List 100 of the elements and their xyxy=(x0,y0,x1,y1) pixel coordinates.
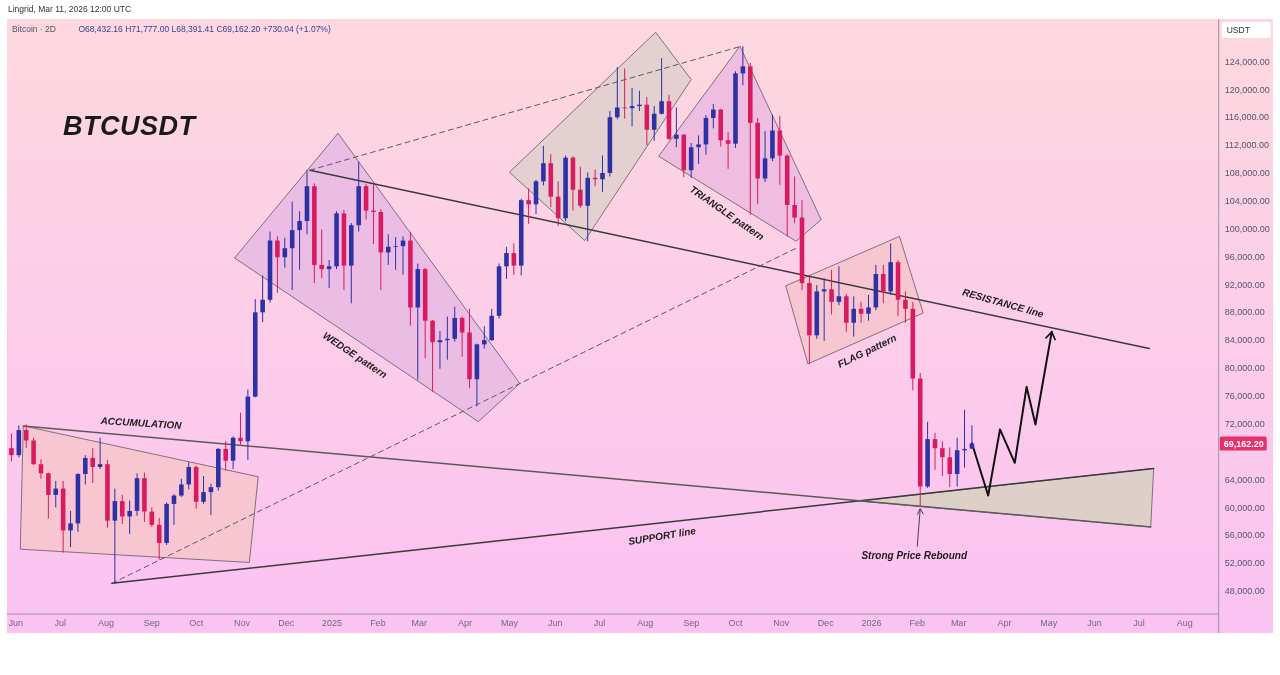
y-tick-label: 48,000.00 xyxy=(1224,586,1265,597)
candlestick xyxy=(31,437,36,466)
y-tick-label: 100,000.00 xyxy=(1224,223,1270,234)
candlestick xyxy=(851,295,856,338)
x-tick-label: Apr xyxy=(458,618,473,629)
candlestick xyxy=(452,306,458,343)
candlestick xyxy=(23,423,29,449)
candlestick xyxy=(179,478,184,498)
y-tick-label: 84,000.00 xyxy=(1224,335,1265,346)
y-tick-label: 60,000.00 xyxy=(1224,502,1265,513)
y-tick-label: 52,000.00 xyxy=(1224,558,1265,569)
candlestick xyxy=(792,175,797,224)
candlestick xyxy=(836,265,842,306)
candlestick xyxy=(482,325,487,350)
candlestick xyxy=(238,412,243,446)
candlestick xyxy=(578,166,583,209)
candlestick xyxy=(223,440,228,471)
candlestick xyxy=(46,472,51,520)
candlestick xyxy=(275,235,280,294)
x-tick-label: Aug xyxy=(637,618,654,629)
y-tick-label: 116,000.00 xyxy=(1224,112,1270,123)
annotation: SUPPORT line xyxy=(627,524,697,548)
candlestick xyxy=(511,242,517,276)
y-tick-label: 120,000.00 xyxy=(1224,84,1270,95)
candlestick xyxy=(430,319,435,393)
candlestick xyxy=(659,57,664,115)
y-tick-label: 80,000.00 xyxy=(1224,363,1265,374)
y-tick-label: 56,000.00 xyxy=(1224,530,1265,541)
candlestick xyxy=(725,131,731,170)
candlestick xyxy=(260,274,265,323)
y-tick-label: 64,000.00 xyxy=(1224,474,1265,485)
x-tick-label: Mar xyxy=(411,618,428,629)
candlestick xyxy=(940,440,945,477)
y-tick-label: 88,000.00 xyxy=(1224,307,1265,318)
x-tick-label: Jul xyxy=(593,618,606,629)
candlestick xyxy=(504,246,509,280)
candlestick xyxy=(762,130,768,183)
candlestick xyxy=(297,210,302,271)
candlestick xyxy=(53,480,59,508)
text: Bitcoin · 2D xyxy=(12,24,56,34)
candlestick xyxy=(208,483,214,516)
candlestick xyxy=(326,259,332,289)
candlestick xyxy=(947,446,953,488)
candlestick xyxy=(319,228,325,279)
text: Lingrid, Mar 11, 2026 12:00 UTC xyxy=(8,4,132,14)
candlestick xyxy=(866,294,871,322)
x-tick-label: Aug xyxy=(98,618,115,629)
x-tick-label: Oct xyxy=(728,618,743,629)
y-tick-label: 96,000.00 xyxy=(1224,251,1265,262)
x-tick-label: Aug xyxy=(1176,618,1193,629)
x-tick-label: Feb xyxy=(370,618,386,629)
y-tick-label: 92,000.00 xyxy=(1224,279,1265,290)
candlestick xyxy=(186,461,192,490)
x-tick-label: Dec xyxy=(278,618,295,629)
candlestick xyxy=(880,264,886,304)
candlestick xyxy=(541,145,546,187)
candlestick xyxy=(393,236,398,271)
annotation: O68,432.16 H71,777.00 L68,391.41 C69,162.20 +730.04 (+1.07%) xyxy=(78,24,331,34)
x-tick-label: 2025 xyxy=(322,618,343,629)
x-tick-label: Feb xyxy=(909,618,926,629)
candlestick xyxy=(858,301,864,324)
candlestick xyxy=(459,316,465,358)
x-tick-label: Jun xyxy=(8,618,24,629)
annotation: Strong Price Rebound xyxy=(861,550,968,562)
candlestick xyxy=(903,290,908,324)
y-tick-label: 124,000.00 xyxy=(1224,56,1270,67)
x-tick-label: Nov xyxy=(233,618,251,629)
y-tick-label: 76,000.00 xyxy=(1224,391,1265,402)
candlestick xyxy=(600,155,605,193)
x-tick-label: Jul xyxy=(1133,618,1145,629)
candlestick xyxy=(385,233,391,266)
candlestick xyxy=(696,134,701,165)
candlestick xyxy=(201,475,206,505)
x-tick-label: Sep xyxy=(143,618,160,629)
annotation: ACCUMULATION xyxy=(99,414,183,432)
candlestick xyxy=(127,499,132,535)
x-tick-label: Dec xyxy=(817,618,835,629)
candlestick xyxy=(97,437,103,470)
y-tick-label: 112,000.00 xyxy=(1224,140,1270,151)
x-tick-label: May xyxy=(500,618,519,629)
candlestick xyxy=(9,433,14,462)
x-tick-label: Jul xyxy=(54,618,66,629)
y-tick-label: 108,000.00 xyxy=(1224,168,1270,179)
candlestick xyxy=(622,67,627,120)
x-tick-label: Jun xyxy=(547,618,563,629)
x-tick-label: 2026 xyxy=(861,618,882,629)
candlestick xyxy=(68,510,73,548)
x-tick-label: Apr xyxy=(997,618,1012,629)
text: 69,162.20 xyxy=(1223,438,1264,449)
candlestick xyxy=(711,103,716,129)
x-tick-label: Mar xyxy=(950,618,967,629)
x-tick-label: Jun xyxy=(1087,618,1102,629)
x-tick-label: Sep xyxy=(683,618,700,629)
candlestick xyxy=(614,66,620,120)
candlestick xyxy=(112,488,118,585)
y-axis-title: USDT xyxy=(1226,24,1250,35)
candlestick xyxy=(674,106,679,148)
candlestick xyxy=(651,105,657,142)
x-tick-label: May xyxy=(1040,618,1058,629)
y-tick-label: 72,000.00 xyxy=(1224,418,1265,429)
